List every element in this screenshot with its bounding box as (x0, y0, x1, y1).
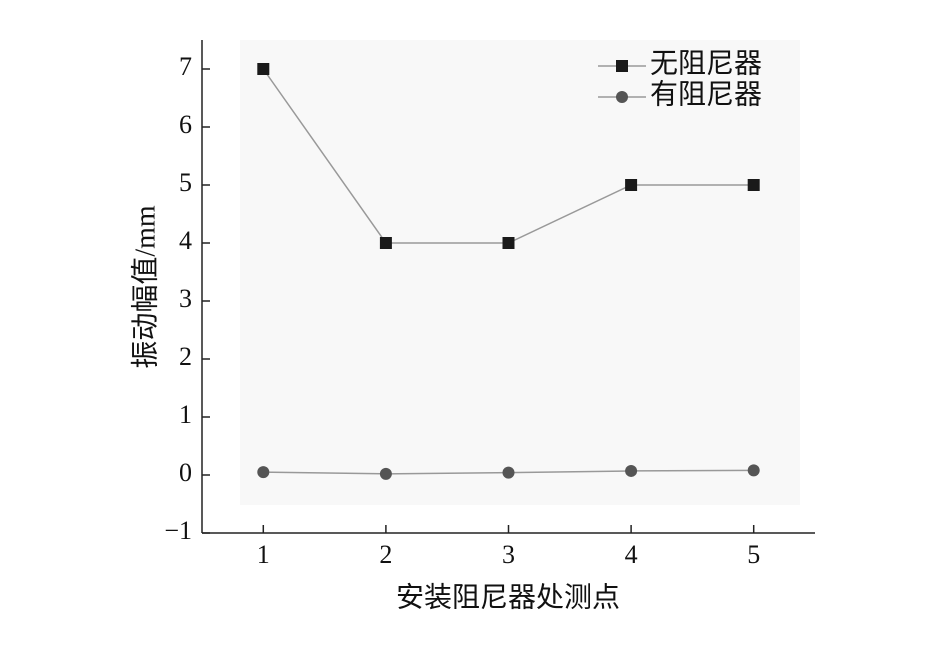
y-tick-label: −1 (164, 516, 192, 545)
y-tick-label: 2 (179, 342, 192, 371)
x-axis-title: 安装阻尼器处测点 (396, 581, 620, 613)
y-tick-label: 1 (179, 400, 192, 429)
x-tick-label: 1 (257, 540, 270, 569)
legend-label: 有阻尼器 (650, 78, 762, 110)
data-point (502, 466, 515, 479)
legend-marker (616, 60, 628, 72)
y-axis-title: 振动幅值/mm (129, 205, 161, 369)
y-tick-label: 3 (179, 284, 192, 313)
data-point (747, 464, 760, 477)
data-point (625, 464, 638, 477)
data-point (379, 467, 392, 480)
data-point (502, 237, 515, 249)
x-tick-label: 4 (625, 540, 638, 569)
y-tick-label: 4 (179, 226, 192, 255)
x-tick-label: 2 (379, 540, 392, 569)
plot-background (240, 40, 800, 505)
data-point (257, 63, 270, 75)
data-point (257, 466, 270, 479)
data-point (625, 179, 638, 191)
y-tick-label: 5 (179, 168, 192, 197)
legend-marker (616, 91, 628, 103)
y-tick-label: 6 (179, 110, 192, 139)
legend-label: 无阻尼器 (650, 48, 762, 79)
data-point (747, 179, 760, 191)
x-tick-label: 5 (747, 540, 760, 569)
x-tick-label: 3 (502, 540, 515, 569)
data-point (379, 237, 392, 249)
y-tick-label: 7 (179, 52, 192, 81)
y-tick-label: 0 (179, 458, 192, 487)
